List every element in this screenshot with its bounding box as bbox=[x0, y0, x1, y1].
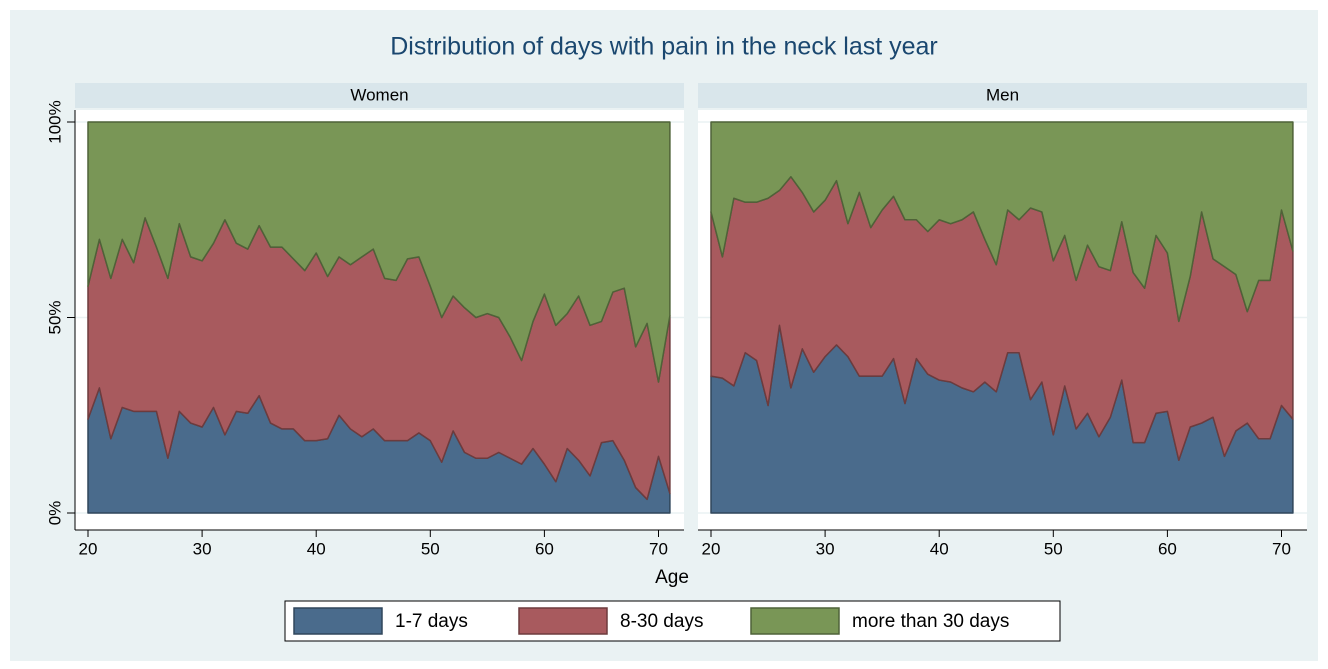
x-tick-label: 50 bbox=[1044, 539, 1063, 558]
chart-title: Distribution of days with pain in the ne… bbox=[390, 33, 938, 61]
legend-swatch bbox=[293, 607, 383, 635]
area bbox=[710, 121, 1294, 323]
x-tick-label: 60 bbox=[535, 539, 554, 558]
x-tick-label: 60 bbox=[1158, 539, 1177, 558]
area bbox=[87, 121, 671, 383]
x-tick-label: 30 bbox=[193, 539, 212, 558]
x-axis-label: Age bbox=[655, 567, 689, 588]
panel-header bbox=[698, 83, 1307, 108]
x-tick-label: 70 bbox=[1272, 539, 1291, 558]
y-tick-label: 50% bbox=[45, 300, 64, 334]
y-tick-label: 0% bbox=[45, 501, 64, 526]
panel-title: Men bbox=[986, 85, 1019, 104]
x-tick-label: 50 bbox=[421, 539, 440, 558]
legend-swatch bbox=[518, 607, 608, 635]
panel-title: Women bbox=[350, 85, 408, 104]
x-tick-label: 70 bbox=[649, 539, 668, 558]
x-tick-label: 20 bbox=[79, 539, 98, 558]
x-tick-label: 30 bbox=[816, 539, 835, 558]
legend-box bbox=[284, 600, 1061, 642]
x-tick-label: 20 bbox=[702, 539, 721, 558]
panel-header bbox=[75, 83, 684, 108]
legend-label: 1-7 days bbox=[395, 611, 468, 632]
legend-swatch bbox=[750, 607, 840, 635]
y-tick-label: 100% bbox=[45, 100, 64, 143]
x-tick-label: 40 bbox=[307, 539, 326, 558]
x-tick-label: 40 bbox=[930, 539, 949, 558]
legend-label: 8-30 days bbox=[620, 611, 703, 632]
legend-label: more than 30 days bbox=[852, 611, 1009, 632]
